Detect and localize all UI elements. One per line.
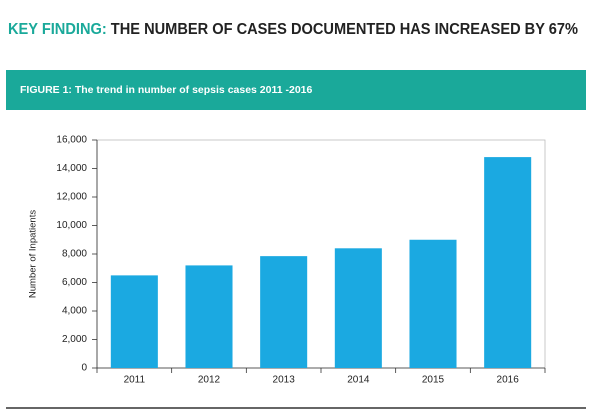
y-tick-label: 8,000 [62, 249, 87, 260]
chart-title: FIGURE 1: The trend in number of sepsis … [20, 84, 313, 96]
headline-text: THE NUMBER OF CASES DOCUMENTED HAS INCRE… [111, 21, 578, 38]
y-axis-label: Number of Inpatients [28, 210, 39, 298]
headline-label: KEY FINDING: [8, 21, 107, 38]
bar [185, 265, 233, 368]
y-tick-label: 2,000 [62, 334, 87, 345]
y-tick-label: 6,000 [62, 277, 87, 288]
bar [110, 275, 158, 368]
x-tick-label: 2015 [422, 375, 445, 386]
x-tick-label: 2011 [124, 375, 146, 386]
bar [260, 256, 308, 368]
y-tick-label: 4,000 [62, 306, 87, 317]
bar [334, 248, 382, 368]
x-tick-label: 2014 [347, 375, 370, 386]
figure-banner [6, 70, 586, 110]
y-tick-label: 14,000 [56, 163, 87, 174]
y-tick-label: 10,000 [56, 220, 87, 231]
y-tick-label: 0 [81, 363, 87, 374]
y-tick-label: 16,000 [56, 135, 87, 146]
bar [409, 239, 457, 368]
headline: KEY FINDING: THE NUMBER OF CASES DOCUMEN… [8, 21, 578, 38]
x-tick-label: 2012 [198, 375, 221, 386]
plot-frame [96, 139, 546, 369]
x-tick-label: 2013 [273, 375, 296, 386]
bar [484, 157, 532, 368]
x-tick-label: 2016 [497, 375, 520, 386]
y-tick-label: 12,000 [56, 192, 87, 203]
